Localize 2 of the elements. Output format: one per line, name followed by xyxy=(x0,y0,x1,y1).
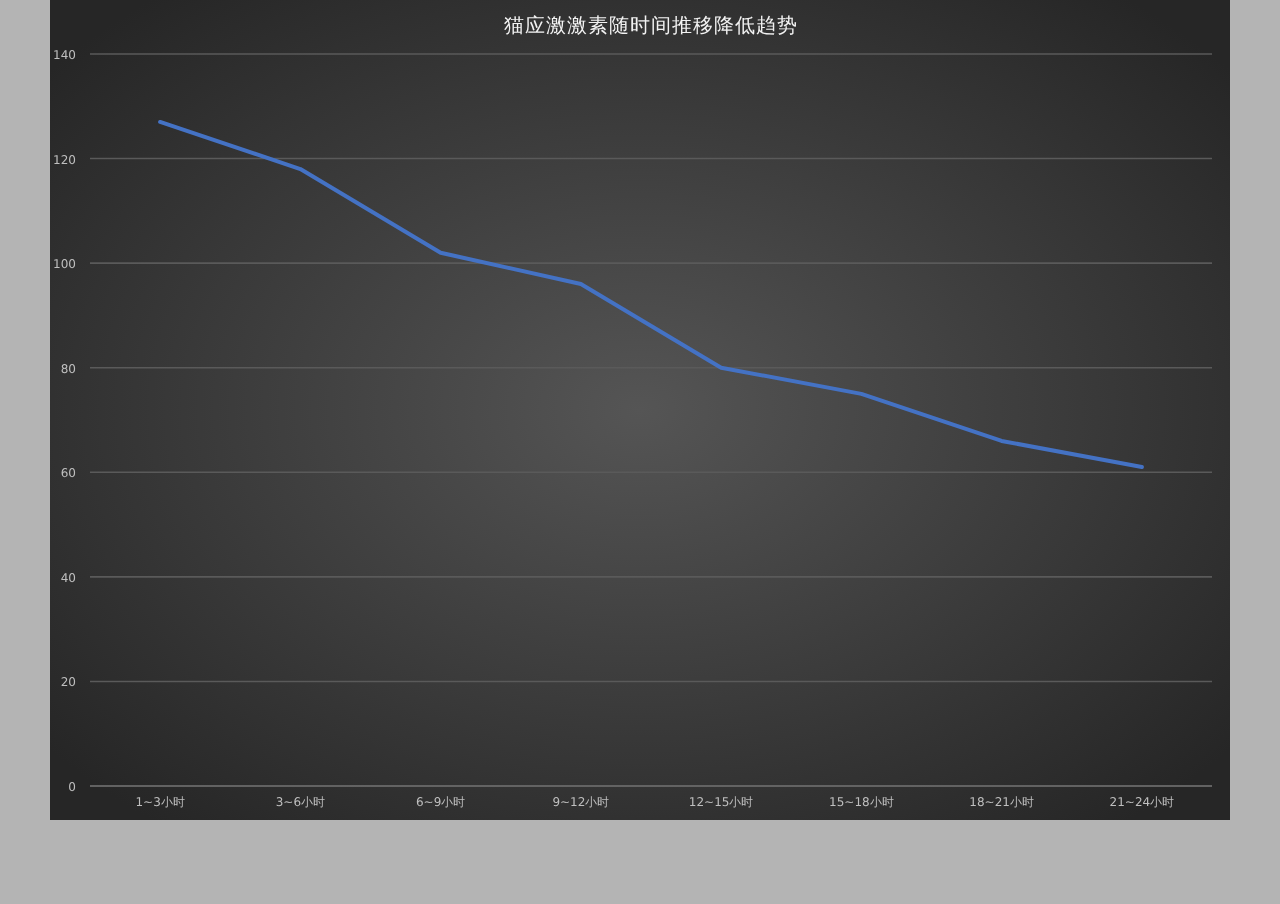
line-series xyxy=(158,119,1144,470)
chart-title: 猫应激激素随时间推移降低趋势 xyxy=(504,14,798,38)
